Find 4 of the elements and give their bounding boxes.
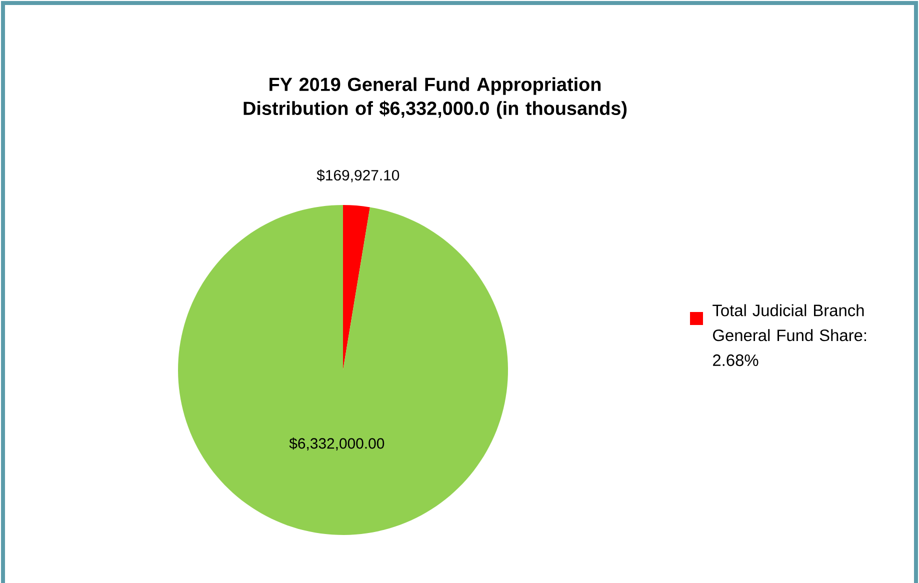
- data-label: $169,927.10: [316, 169, 400, 182]
- chart-title: FY 2019 General Fund Appropriation Distribution of $6,332,000.0 (in thousands): [244, 77, 627, 119]
- data-label: $6,332,000.00: [289, 438, 384, 450]
- legend-label: Total Judicial Branch General Fund Share: 2.68%: [712, 304, 866, 366]
